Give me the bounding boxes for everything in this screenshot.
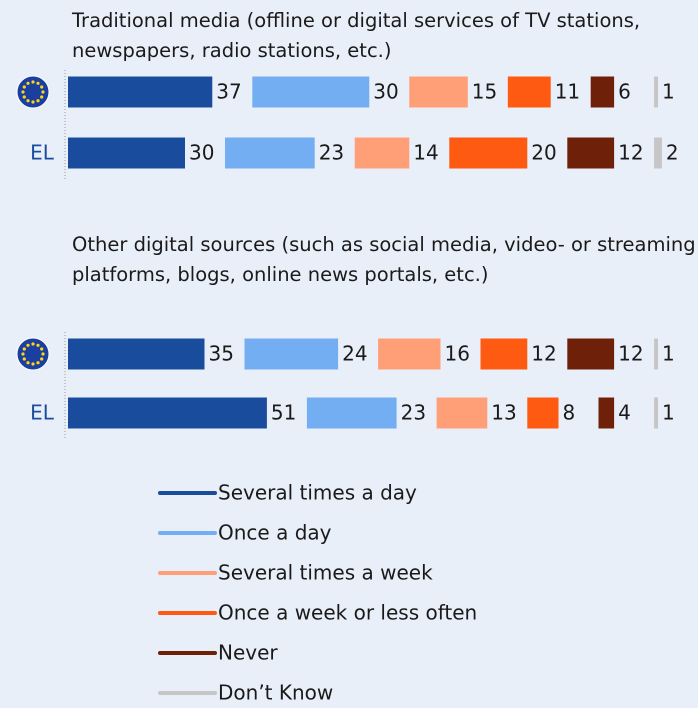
value-label: 35 bbox=[209, 342, 234, 366]
eu-flag bbox=[16, 75, 50, 109]
bar-segment bbox=[480, 338, 528, 370]
row-label: EL bbox=[30, 141, 55, 165]
bar-segment bbox=[590, 76, 615, 108]
bar-segment bbox=[354, 137, 410, 169]
value-label: 12 bbox=[618, 141, 643, 165]
row-label: EL bbox=[30, 401, 55, 425]
value-label: 51 bbox=[271, 401, 296, 425]
bar-segment bbox=[598, 397, 615, 429]
bar-segment bbox=[654, 397, 658, 429]
bar-segment bbox=[68, 397, 267, 429]
bar-segment bbox=[306, 397, 397, 429]
value-label: 1 bbox=[662, 401, 675, 425]
value-label: 11 bbox=[555, 80, 580, 104]
value-label: 16 bbox=[445, 342, 470, 366]
bar-segment bbox=[244, 338, 339, 370]
value-label: 24 bbox=[342, 342, 367, 366]
bar-segment bbox=[449, 137, 528, 169]
bar-segment bbox=[252, 76, 370, 108]
bar-segment bbox=[436, 397, 488, 429]
value-label: 30 bbox=[373, 80, 398, 104]
bar-segment bbox=[654, 76, 658, 108]
value-label: 15 bbox=[472, 80, 497, 104]
bar-segment bbox=[68, 76, 213, 108]
bar-segment bbox=[527, 397, 559, 429]
value-label: 12 bbox=[531, 342, 556, 366]
value-label: 23 bbox=[401, 401, 426, 425]
value-label: 1 bbox=[662, 342, 675, 366]
bar-segment bbox=[409, 76, 468, 108]
value-label: 8 bbox=[563, 401, 576, 425]
value-label: 2 bbox=[666, 141, 679, 165]
value-label: 1 bbox=[662, 80, 675, 104]
legend-label: Once a day bbox=[218, 521, 332, 545]
value-label: 37 bbox=[216, 80, 241, 104]
value-label: 23 bbox=[319, 141, 344, 165]
value-label: 4 bbox=[618, 401, 631, 425]
panel-title: Traditional media (offline or digital se… bbox=[72, 9, 641, 62]
legend-label: Don’t Know bbox=[218, 681, 333, 705]
bar-segment bbox=[68, 338, 205, 370]
bar-segment bbox=[654, 137, 662, 169]
value-label: 12 bbox=[618, 342, 643, 366]
legend-label: Once a week or less often bbox=[218, 601, 477, 625]
bar-segment bbox=[567, 137, 615, 169]
bar-segment bbox=[68, 137, 185, 169]
bar-segment bbox=[378, 338, 441, 370]
legend-label: Never bbox=[218, 641, 278, 665]
value-label: 20 bbox=[531, 141, 556, 165]
bar-segment bbox=[567, 338, 615, 370]
panel-title: Other digital sources (such as social me… bbox=[72, 233, 696, 286]
value-label: 30 bbox=[189, 141, 214, 165]
bar-segment bbox=[225, 137, 315, 169]
legend-label: Several times a day bbox=[218, 481, 417, 505]
eu-flag bbox=[16, 337, 50, 371]
value-label: 13 bbox=[491, 401, 516, 425]
value-label: 14 bbox=[413, 141, 438, 165]
value-label: 6 bbox=[618, 80, 631, 104]
bar-segment bbox=[654, 338, 658, 370]
legend-label: Several times a week bbox=[218, 561, 433, 585]
bar-segment bbox=[507, 76, 551, 108]
